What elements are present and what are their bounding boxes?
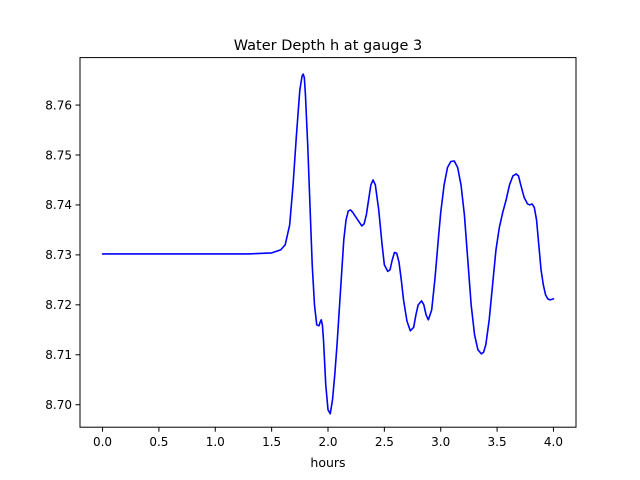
x-tick-label: 2.0	[318, 435, 337, 449]
x-tick-label: 4.0	[544, 435, 563, 449]
y-tick-label: 8.75	[45, 148, 72, 162]
x-tick-label: 0.0	[93, 435, 112, 449]
chart-title: Water Depth h at gauge 3	[234, 38, 422, 54]
y-axis: 8.70 8.71 8.72 8.73 8.74 8.75 8.76	[45, 98, 80, 412]
x-axis: 0.0 0.5 1.0 1.5 2.0 2.5 3.0 3.5 4.0	[93, 427, 563, 449]
x-tick-label: 0.5	[149, 435, 168, 449]
x-axis-label: hours	[310, 455, 345, 470]
y-tick-label: 8.70	[45, 398, 72, 412]
y-tick-label: 8.76	[45, 98, 72, 112]
x-tick-label: 3.0	[431, 435, 450, 449]
plot-area	[101, 73, 555, 415]
x-tick-label: 1.5	[262, 435, 281, 449]
y-tick-label: 8.73	[45, 248, 72, 262]
y-tick-label: 8.74	[45, 198, 72, 212]
x-tick-label: 2.5	[375, 435, 394, 449]
series-line-0	[101, 73, 555, 415]
x-tick-label: 1.0	[206, 435, 225, 449]
y-tick-label: 8.71	[45, 348, 72, 362]
y-tick-label: 8.72	[45, 298, 72, 312]
x-tick-label: 3.5	[488, 435, 507, 449]
